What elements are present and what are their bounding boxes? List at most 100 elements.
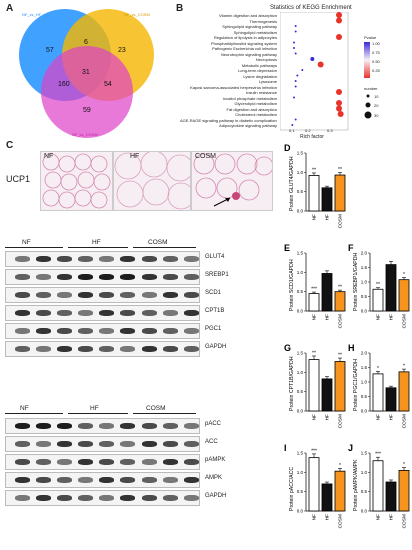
y-tick-label: 0.0: [297, 509, 304, 514]
panel-letter: H: [348, 343, 355, 353]
bar: [334, 470, 346, 512]
significance-mark: *: [403, 364, 405, 370]
venn-count-left-right: 6: [84, 39, 88, 46]
bar: [385, 481, 397, 512]
histology-hf-label: HF: [130, 153, 140, 160]
kegg-pathway-label: Neurotrophin signaling pathway: [220, 51, 277, 57]
y-tick-label: 0.5: [297, 189, 304, 194]
y-tick-label: 0.5: [361, 489, 368, 494]
significance-mark: **: [312, 350, 316, 356]
bar: [308, 175, 320, 212]
blot-band: [36, 477, 51, 483]
kegg-xtick-3: 0.3: [327, 128, 333, 133]
kegg-pvalue-tick-2: 0.75: [372, 50, 380, 55]
y-tick-label: 0.0: [361, 409, 368, 414]
blot-strip: [5, 305, 200, 321]
blot-band: [163, 423, 178, 429]
blot-band: [36, 495, 51, 501]
blot-band: [184, 459, 199, 465]
blot-band: [142, 256, 157, 262]
blot-strip: [5, 454, 200, 470]
blot-band: [15, 495, 30, 501]
y-tick-label: 1.5: [297, 251, 304, 256]
x-category-label: HF: [389, 514, 395, 520]
blot-band: [163, 274, 178, 280]
panel-a-letter: A: [6, 3, 14, 14]
bar-chart-h: H Protein PGC1/GAPDH 0.0 0.5 1.0 1.5 2.0 * NF HF *…: [348, 343, 410, 428]
kegg-pathway-label: Inositol phosphate metabolism: [222, 95, 277, 101]
significance-mark: ***: [375, 452, 381, 458]
blot1-group-line-nf: [5, 247, 63, 248]
bar: [334, 361, 346, 412]
blot-band: [120, 423, 135, 429]
blot-band: [99, 459, 114, 465]
y-tick-label: 0.5: [361, 294, 368, 299]
blot-label: GAPDH: [205, 493, 227, 499]
blot-band: [57, 292, 72, 298]
blot-band: [184, 495, 199, 501]
histology-nf-image: NF: [40, 151, 113, 211]
venn-count-right-bottom: 54: [104, 81, 112, 88]
blot-band: [78, 459, 93, 465]
blot-label: PGC1: [205, 326, 222, 332]
significance-mark: **: [376, 282, 380, 288]
blot-band: [78, 346, 93, 352]
blot-band: [57, 346, 72, 352]
blot-strip: [5, 251, 200, 267]
kegg-xlabel: Rich factor: [300, 134, 324, 140]
significance-mark: *: [377, 366, 379, 372]
x-category-label: NF: [376, 414, 382, 420]
blot2-group-hf: HF: [90, 405, 99, 412]
venn-count-left: 57: [46, 47, 54, 54]
significance-mark: **: [338, 353, 342, 359]
blot-band: [36, 274, 51, 280]
y-axis-label: Protein pAMPK/AMPK: [353, 459, 359, 511]
blot-band: [57, 441, 72, 447]
blot-band: [99, 256, 114, 262]
venn-circle-bottom: [41, 46, 133, 138]
y-tick-label: 0.5: [297, 389, 304, 394]
venn-count-left-bottom: 160: [58, 81, 70, 88]
significance-mark: *: [403, 462, 405, 468]
blot-band: [163, 495, 178, 501]
x-category-label: COSM: [338, 414, 344, 428]
kegg-pvalue-tick-1: 1.00: [372, 41, 380, 46]
blot2-group-nf: NF: [20, 405, 29, 412]
y-tick-label: 1.5: [297, 151, 304, 156]
blot-band: [99, 423, 114, 429]
blot-band: [99, 274, 114, 280]
blot-band: [36, 328, 51, 334]
blot-strip: [5, 269, 200, 285]
blot-band: [36, 459, 51, 465]
kegg-pathway-label: Thermogenesis: [249, 18, 277, 24]
kegg-title: Statistics of KEGG Enrichment: [270, 5, 352, 11]
kegg-point: [317, 61, 324, 68]
bar: [308, 359, 320, 412]
bar-chart-d: D Protein GLUT4/GAPDH 0.0 0.5 1.0 1.5 ** NF HF **…: [284, 143, 346, 228]
panel-b-letter: B: [176, 3, 184, 14]
bar-chart-e: E Protein SCD1/GAPDH 0.0 0.5 1.0 1.5 *** NF HF **…: [284, 243, 346, 328]
blot1-group-nf: NF: [22, 239, 31, 246]
blot2-group-line-hf: [68, 413, 128, 414]
x-category-label: HF: [325, 514, 331, 520]
y-tick-label: 2.0: [361, 351, 368, 356]
venn-count-right: 23: [118, 47, 126, 54]
kegg-pathway-label: Pathogenic Escherichia coli infection: [212, 46, 277, 51]
panel-letter: E: [284, 243, 290, 253]
blot-band: [184, 310, 199, 316]
y-axis-label: Protein PGC1/GAPDH: [353, 359, 359, 411]
kegg-point: [293, 96, 295, 99]
blot-band: [142, 459, 157, 465]
x-category-label: NF: [312, 214, 318, 220]
blot-band: [57, 328, 72, 334]
significance-mark: **: [338, 285, 342, 291]
blot-band: [57, 423, 72, 429]
y-tick-label: 0.0: [297, 409, 304, 414]
histology-nf-label: NF: [44, 153, 54, 160]
kegg-point: [336, 100, 342, 106]
blot-band: [120, 328, 135, 334]
venn-set-left-label: NF_vs_HF: [22, 12, 42, 17]
blot1-group-cosm: COSM: [148, 239, 168, 246]
kegg-point: [310, 57, 315, 61]
blot-band: [163, 256, 178, 262]
